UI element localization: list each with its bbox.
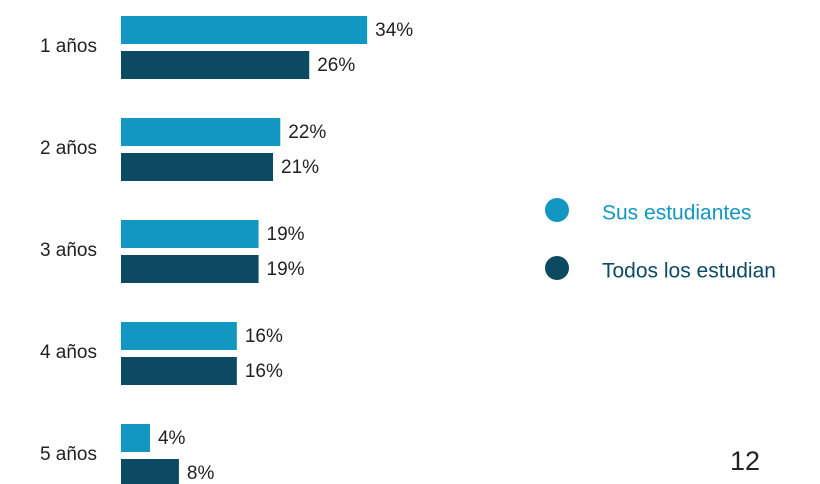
value-label: 16%	[245, 326, 283, 347]
value-label: 16%	[245, 361, 283, 382]
bar	[121, 357, 237, 385]
page-number: 12	[730, 446, 760, 476]
bar	[121, 153, 274, 181]
legend-marker	[545, 198, 569, 222]
category-label: 4 años	[40, 342, 97, 363]
value-label: 19%	[267, 259, 305, 280]
value-label: 8%	[187, 463, 215, 484]
bar	[121, 220, 259, 248]
bar	[121, 51, 310, 79]
category-label: 1 años	[40, 36, 97, 57]
category-label: 5 años	[40, 444, 97, 465]
value-label: 19%	[267, 224, 305, 245]
value-label: 22%	[288, 122, 326, 143]
category-label: 3 años	[40, 240, 97, 261]
bar	[121, 118, 281, 146]
legend-label: Sus estudiantes	[602, 202, 751, 225]
value-label: 34%	[375, 20, 413, 41]
value-label: 26%	[317, 55, 355, 76]
legend-marker	[545, 256, 569, 280]
bar	[121, 16, 368, 44]
value-label: 4%	[158, 428, 186, 449]
bar	[121, 322, 237, 350]
bar	[121, 459, 179, 484]
value-label: 21%	[281, 157, 319, 178]
legend-label: Todos los estudian	[602, 260, 776, 283]
category-label: 2 años	[40, 138, 97, 159]
bar	[121, 255, 259, 283]
bar	[121, 424, 150, 452]
